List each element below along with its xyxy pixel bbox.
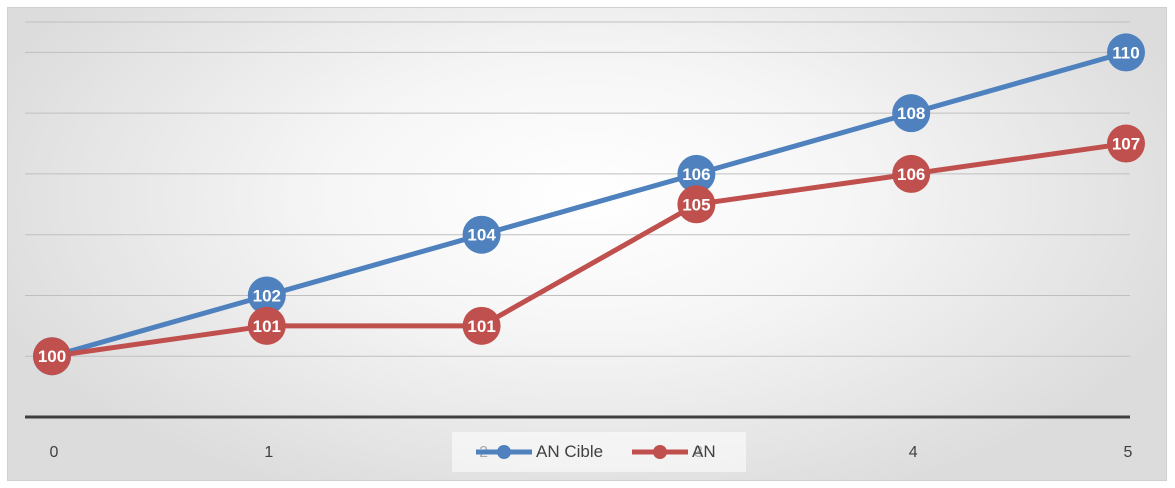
data-markers: 100102104106108110100101101105106107 [33,33,1145,376]
data-label: 100 [38,347,66,366]
data-point [462,215,501,254]
data-label: 110 [1112,43,1139,62]
data-label: 105 [682,195,710,214]
legend: AN Cible AN [452,432,746,472]
data-label: 101 [253,317,281,336]
legend-label-an-cible: AN Cible [536,442,604,461]
x-tick-label: 1 [264,444,273,461]
legend-swatch-an [632,445,688,459]
legend-item-an-cible: AN Cible [474,432,603,472]
data-label: 101 [467,317,495,336]
x-tick-label: 4 [909,444,918,461]
data-point [247,306,286,345]
gridlines [25,21,1130,357]
data-point [1107,33,1145,72]
legend-item-an: AN [630,432,716,472]
data-point [892,154,931,193]
data-label: 106 [682,165,710,184]
x-tick-label: 5 [1124,444,1133,461]
data-point [462,306,501,345]
legend-swatch-an-cible [476,445,532,459]
data-point [892,94,931,133]
data-label: 107 [1112,135,1140,154]
chart-area [7,7,1167,481]
legend-label-an: AN [692,442,716,461]
data-label: 108 [897,104,925,123]
data-point [1107,124,1145,163]
data-point [677,154,716,193]
data-point [677,185,716,224]
data-point [33,337,71,376]
series-lines [51,49,1127,359]
series-line-an-cible [51,49,1127,359]
x-tick-label: 0 [50,444,59,461]
data-label: 102 [253,286,281,305]
data-label: 106 [897,165,925,184]
data-point [247,276,286,315]
data-label: 104 [467,226,496,245]
series-line-an [51,141,1127,359]
